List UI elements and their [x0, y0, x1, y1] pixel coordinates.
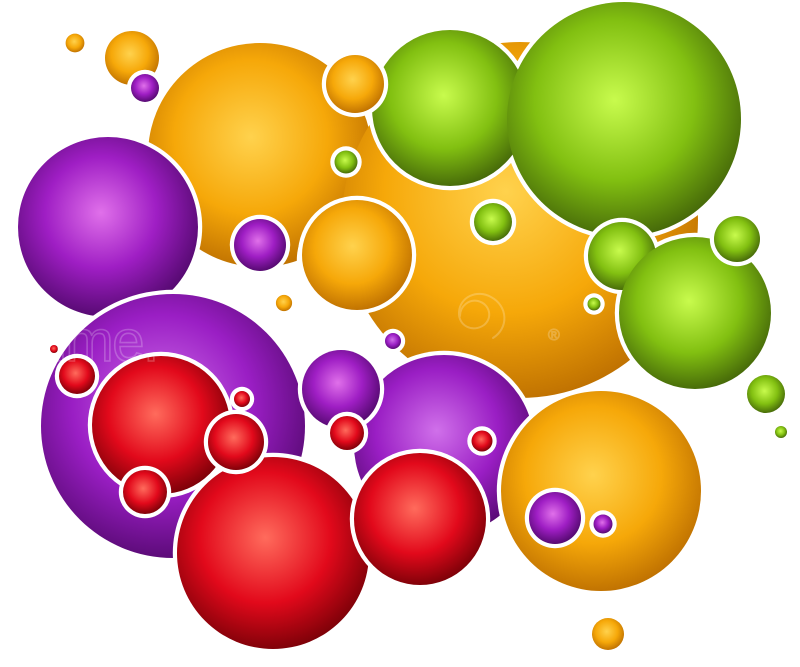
svg-text:dreamstime.: dreamstime. — [0, 309, 158, 374]
svg-text:®: ® — [548, 327, 560, 344]
